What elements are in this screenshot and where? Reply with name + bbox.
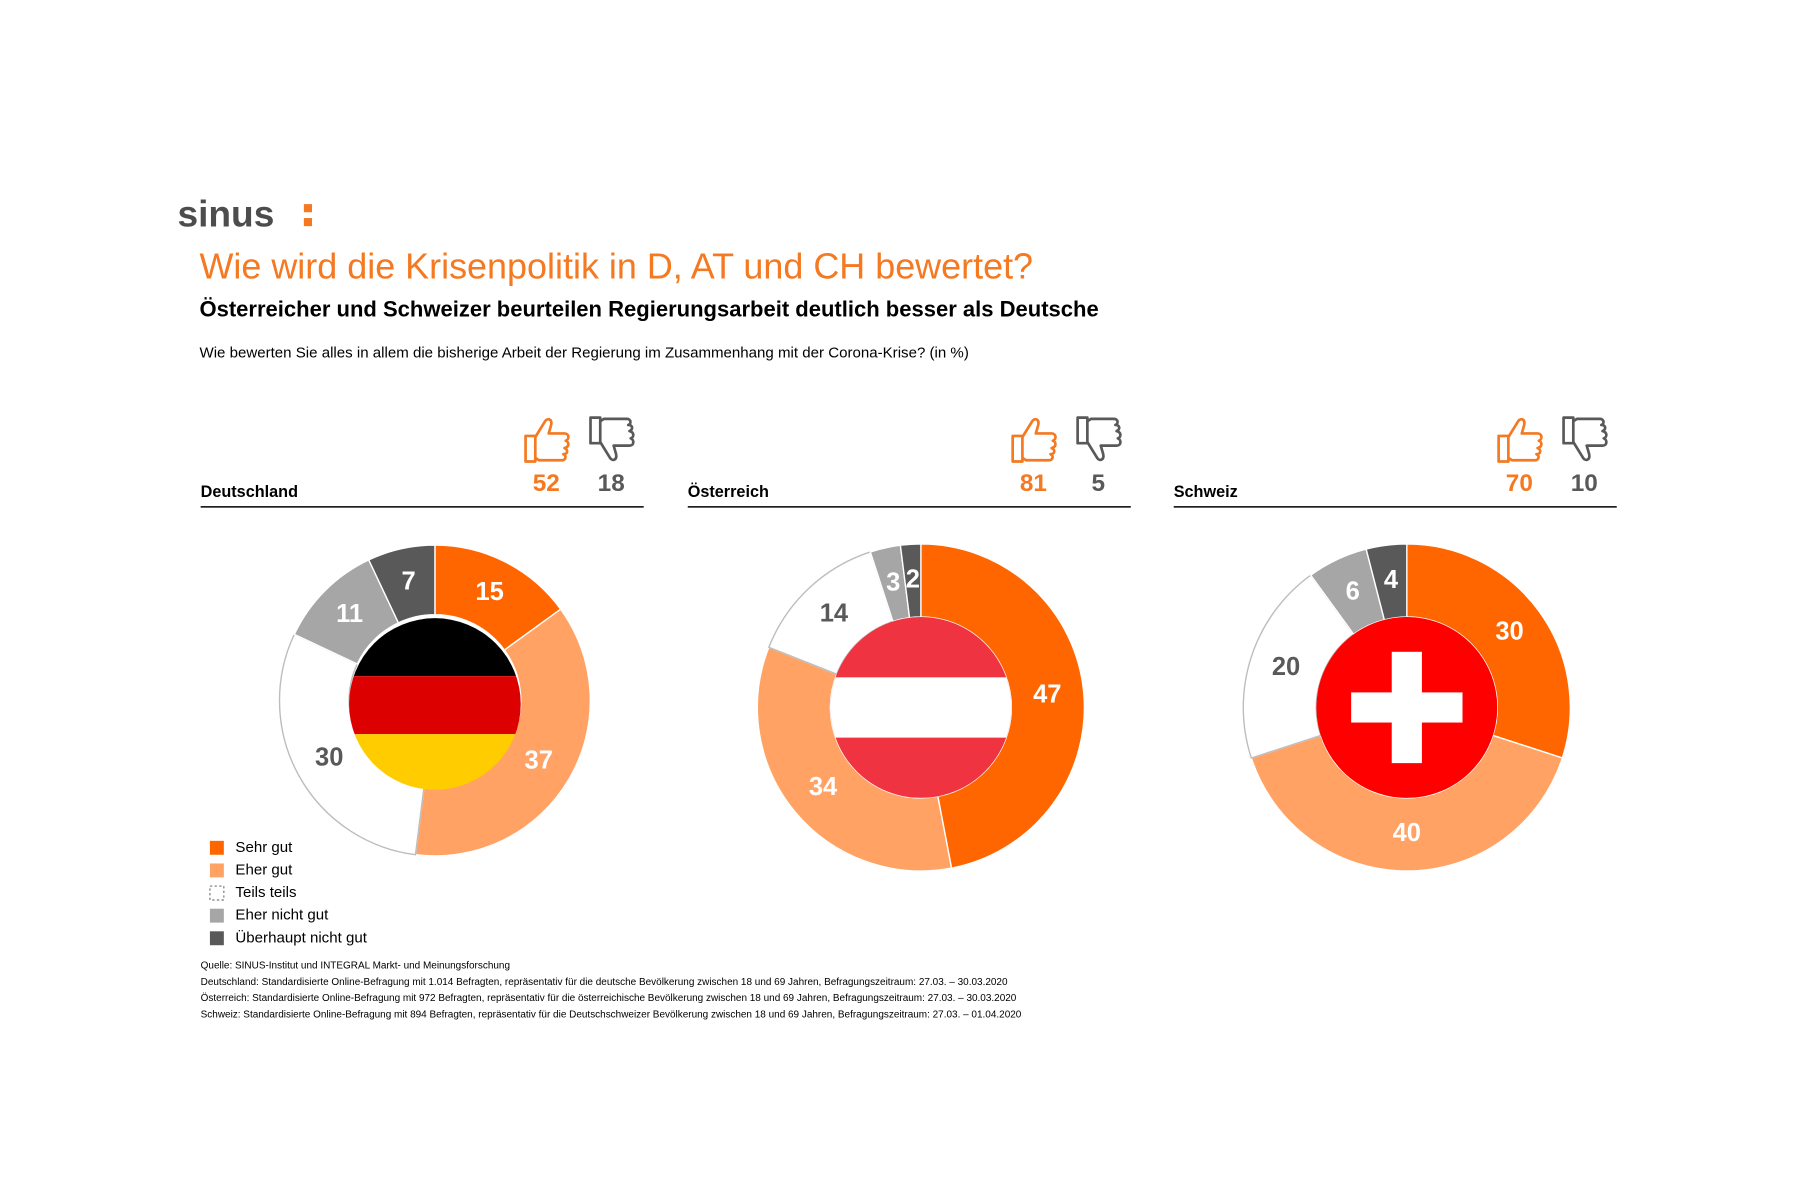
legend-label: Eher nicht gut — [235, 907, 329, 924]
thumb-up-icon — [1497, 417, 1543, 463]
thumbs-up-value: 70 — [1506, 470, 1533, 497]
slice-label: 2 — [906, 565, 920, 593]
thumb-down-icon — [1562, 416, 1608, 462]
slice-label: 34 — [809, 773, 838, 801]
legend-swatch — [209, 931, 224, 946]
logo: sinus — [177, 193, 274, 235]
chart-title: Deutschland — [201, 483, 298, 501]
chart: Schweiz 70 10 30 40 20 6 4 — [1173, 416, 1617, 872]
slice-label: 30 — [1495, 618, 1523, 646]
flag-switzerland — [1316, 617, 1498, 798]
legend-swatch — [209, 840, 224, 855]
slice-label: 37 — [525, 747, 553, 775]
slice-label: 11 — [336, 600, 363, 628]
legend-swatch — [209, 863, 224, 878]
slice-label: 20 — [1272, 653, 1300, 681]
legend-swatch — [209, 885, 225, 901]
thumb-up-icon — [524, 417, 570, 463]
legend-label: Sehr gut — [235, 839, 293, 856]
legend-label: Überhaupt nicht gut — [235, 928, 367, 946]
slice — [367, 544, 436, 624]
source-line: Schweiz: Standardisierte Online-Befragun… — [201, 1009, 1022, 1020]
slice-label: 4 — [1384, 566, 1399, 594]
thumbs-up-value: 81 — [1020, 470, 1047, 497]
legend: Sehr gut Eher gut Teils teils Eher nicht gu… — [209, 839, 368, 946]
slice-label: 40 — [1393, 819, 1421, 847]
thumbs-down-value: 5 — [1092, 470, 1106, 497]
chart-title: Österreich — [688, 482, 769, 501]
logo-mark — [303, 218, 312, 227]
thumbs-down-value: 10 — [1571, 470, 1598, 497]
chart: Österreich 81 5 47 34 14 3 2 — [688, 416, 1131, 872]
title: Wie wird die Krisenpolitik in D, AT und … — [199, 246, 1033, 287]
slice-label: 15 — [475, 578, 503, 606]
slice-label: 47 — [1033, 680, 1061, 708]
thumb-down-icon — [589, 416, 635, 462]
thumbs-down-value: 18 — [598, 470, 625, 497]
source-line: Österreich: Standardisierte Online-Befra… — [201, 993, 1017, 1004]
thumb-up-icon — [1011, 417, 1057, 463]
legend-label: Eher gut — [235, 861, 293, 878]
slice-label: 14 — [820, 600, 849, 628]
logo-mark — [303, 204, 312, 213]
flag-austria — [830, 617, 1012, 798]
subtitle: Österreicher und Schweizer beurteilen Re… — [199, 297, 1098, 322]
slice-label: 3 — [886, 568, 900, 596]
chart: Deutschland 52 18 15 37 30 11 7 — [201, 416, 644, 857]
slice-label: 7 — [402, 568, 416, 596]
thumb-down-icon — [1076, 416, 1122, 462]
slice-label: 30 — [315, 743, 343, 771]
slice-label: 6 — [1346, 577, 1360, 605]
source-line: Quelle: SINUS-Institut und INTEGRAL Mark… — [201, 961, 510, 972]
chart-title: Schweiz — [1174, 483, 1238, 501]
charts: Deutschland 52 18 15 37 30 11 7 Österreich 81 5 47 3… — [201, 416, 1617, 872]
thumbs-up-value: 52 — [533, 470, 560, 497]
legend-label: Teils teils — [235, 884, 296, 901]
source-line: Deutschland: Standardisierte Online-Befr… — [201, 977, 1008, 988]
legend-swatch — [209, 908, 224, 923]
source: Quelle: SINUS-Institut und INTEGRAL Mark… — [201, 961, 1022, 1021]
question: Wie bewerten Sie alles in allem die bish… — [199, 345, 968, 362]
